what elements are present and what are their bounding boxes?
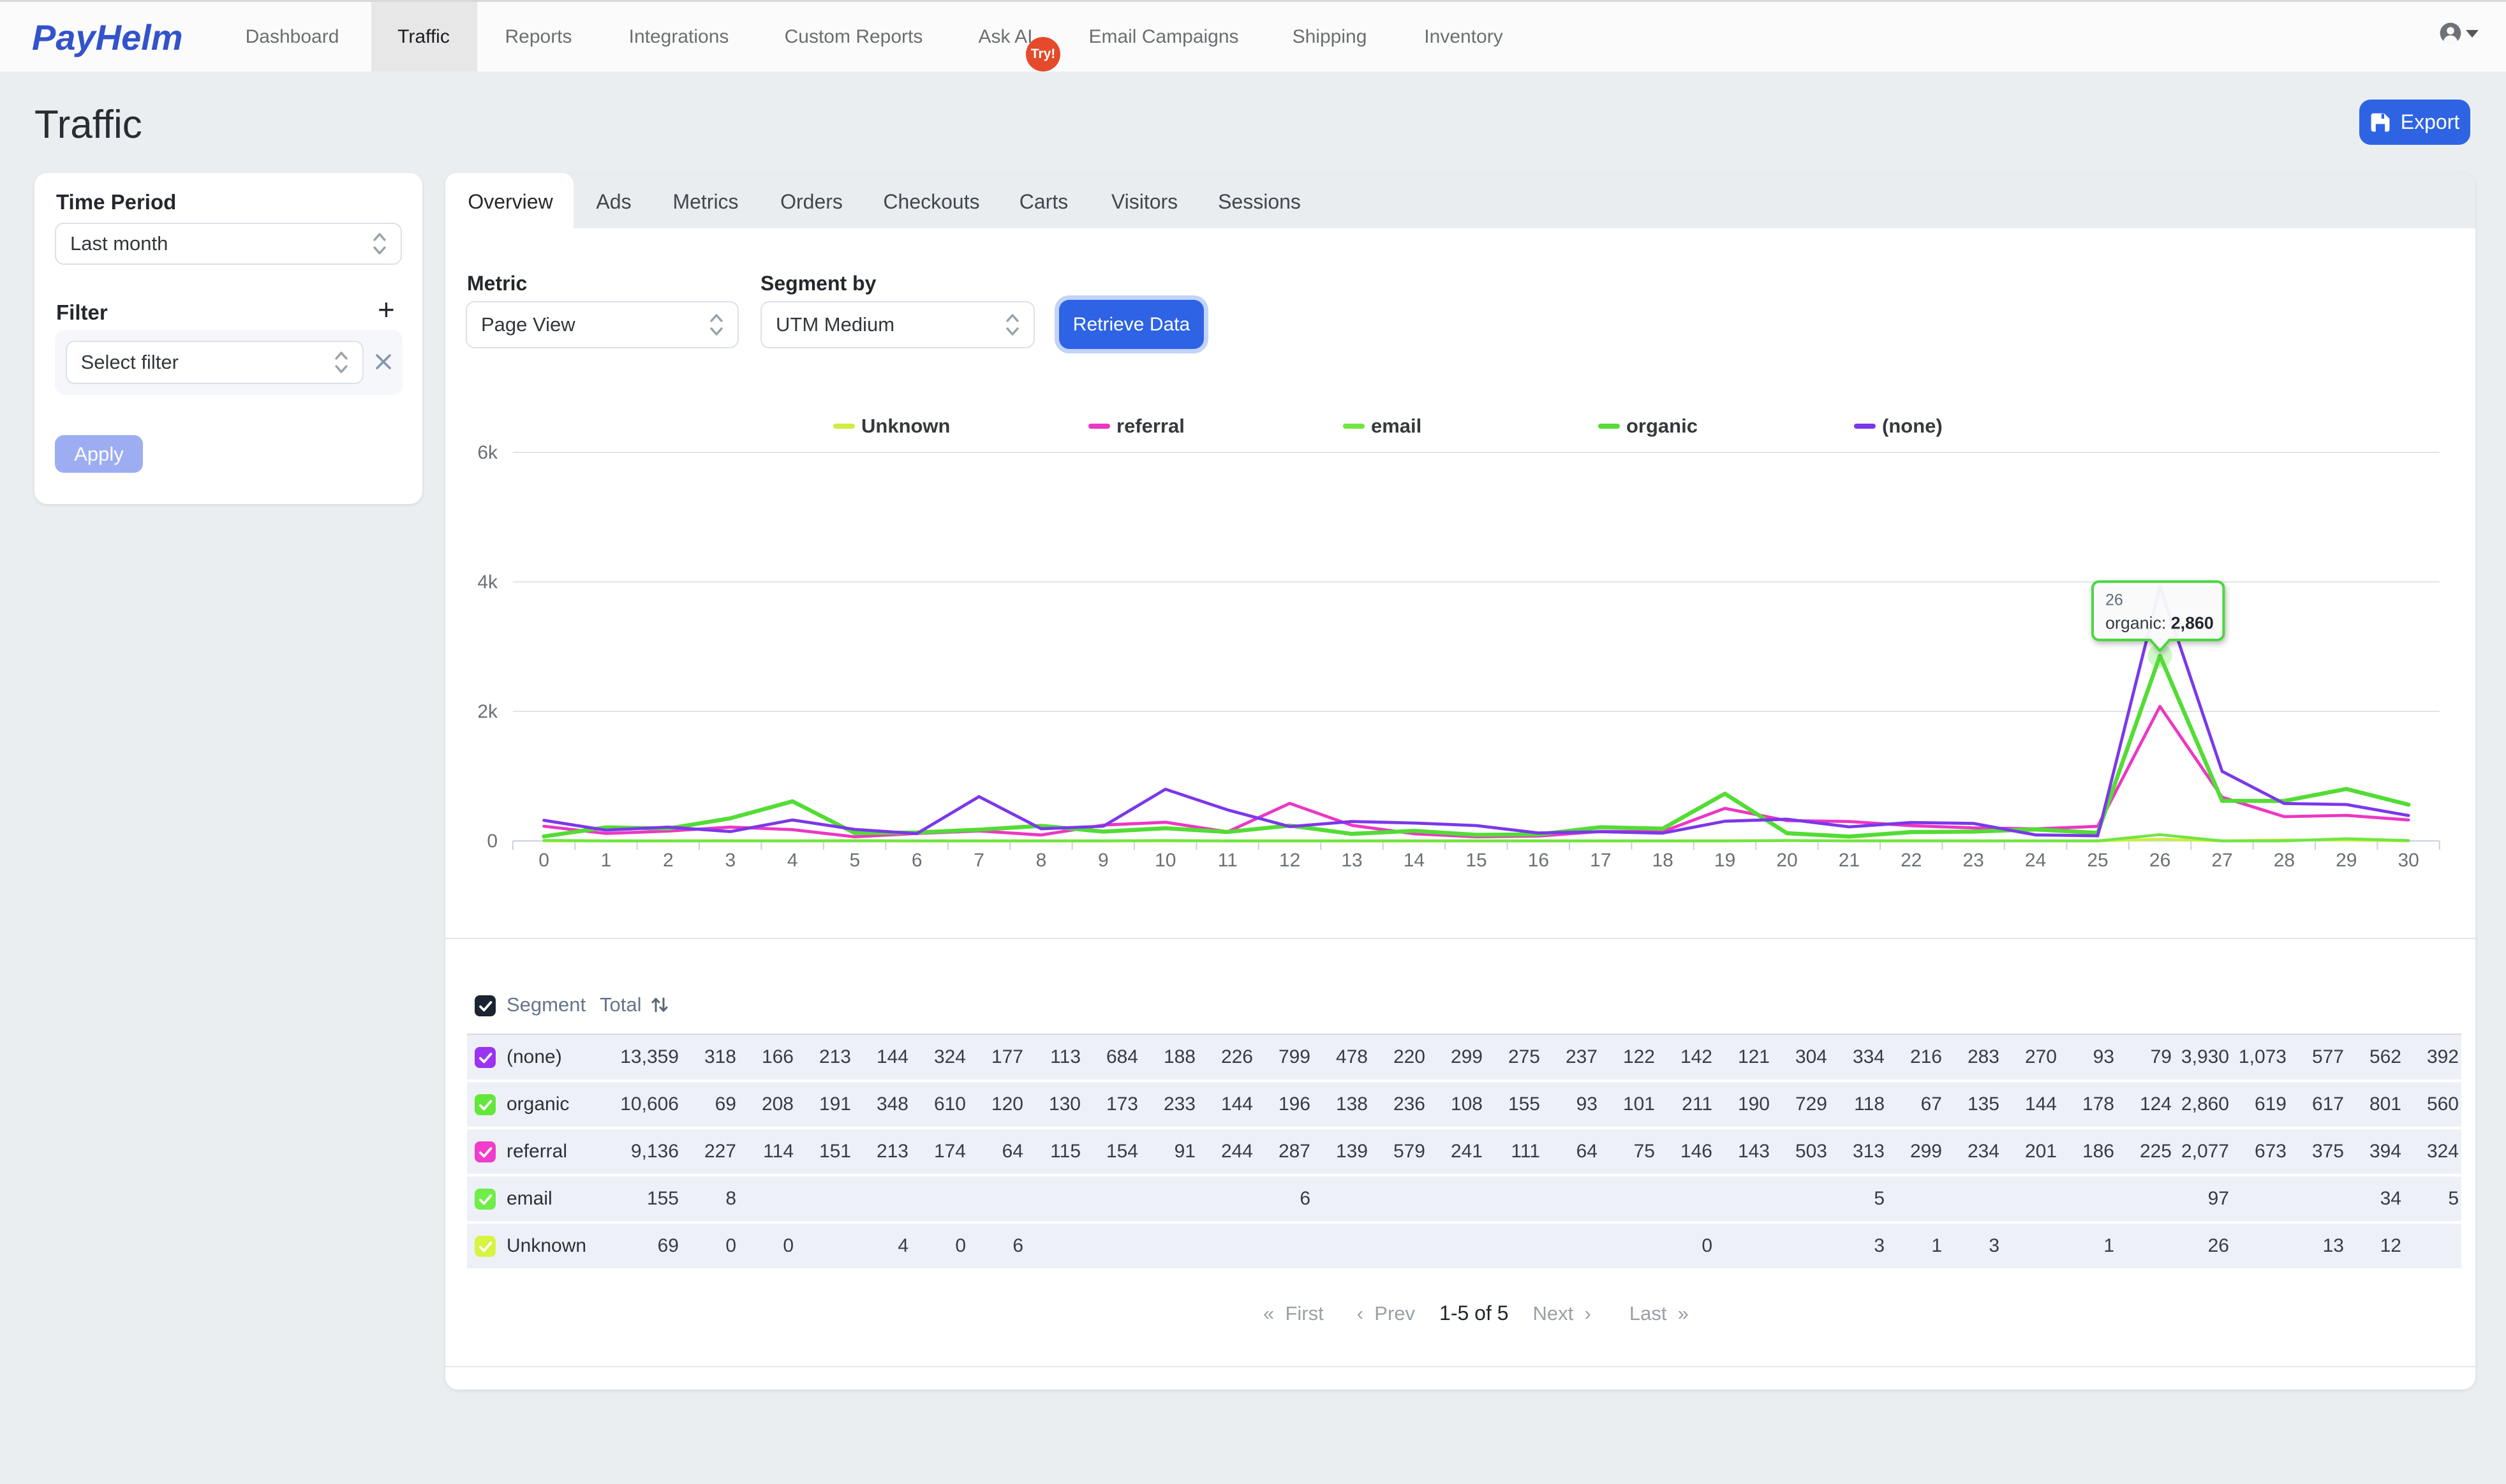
svg-text:27: 27 bbox=[2211, 850, 2232, 871]
svg-text:21: 21 bbox=[1839, 850, 1860, 871]
svg-text:4k: 4k bbox=[477, 572, 498, 593]
svg-text:15: 15 bbox=[1465, 850, 1487, 871]
svg-text:19: 19 bbox=[1714, 850, 1735, 871]
svg-text:4: 4 bbox=[787, 850, 798, 871]
svg-text:1: 1 bbox=[601, 850, 612, 871]
svg-text:26: 26 bbox=[2149, 850, 2170, 871]
svg-text:12: 12 bbox=[1279, 850, 1300, 871]
svg-text:28: 28 bbox=[2274, 850, 2295, 871]
svg-text:9: 9 bbox=[1098, 850, 1109, 871]
svg-text:6k: 6k bbox=[477, 442, 498, 463]
svg-text:30: 30 bbox=[2398, 850, 2419, 871]
svg-text:24: 24 bbox=[2025, 850, 2046, 871]
svg-text:29: 29 bbox=[2336, 850, 2357, 871]
svg-text:17: 17 bbox=[1590, 850, 1611, 871]
svg-text:16: 16 bbox=[1528, 850, 1549, 871]
svg-text:2k: 2k bbox=[477, 701, 498, 722]
svg-text:26: 26 bbox=[2105, 591, 2123, 609]
svg-text:0: 0 bbox=[487, 831, 498, 852]
svg-text:3: 3 bbox=[725, 850, 736, 871]
svg-text:2: 2 bbox=[663, 850, 674, 871]
svg-text:23: 23 bbox=[1963, 850, 1984, 871]
svg-text:14: 14 bbox=[1404, 850, 1425, 871]
svg-text:18: 18 bbox=[1652, 850, 1673, 871]
svg-text:8: 8 bbox=[1036, 850, 1047, 871]
svg-text:0: 0 bbox=[538, 850, 549, 871]
svg-text:13: 13 bbox=[1341, 850, 1362, 871]
svg-text:5: 5 bbox=[849, 850, 860, 871]
svg-text:7: 7 bbox=[974, 850, 984, 871]
svg-text:organic: 2,860: organic: 2,860 bbox=[2105, 614, 2214, 633]
svg-text:25: 25 bbox=[2087, 850, 2108, 871]
svg-text:11: 11 bbox=[1218, 850, 1238, 871]
svg-text:6: 6 bbox=[912, 850, 923, 871]
svg-text:22: 22 bbox=[1901, 850, 1922, 871]
svg-text:20: 20 bbox=[1776, 850, 1797, 871]
svg-text:10: 10 bbox=[1155, 850, 1176, 871]
